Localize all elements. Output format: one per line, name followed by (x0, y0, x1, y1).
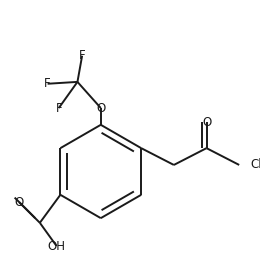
Text: Cl: Cl (250, 158, 260, 172)
Text: O: O (96, 101, 105, 115)
Text: F: F (55, 101, 62, 115)
Text: F: F (79, 49, 86, 62)
Text: O: O (15, 196, 24, 209)
Text: OH: OH (48, 240, 66, 253)
Text: F: F (44, 77, 51, 90)
Text: O: O (202, 116, 211, 128)
